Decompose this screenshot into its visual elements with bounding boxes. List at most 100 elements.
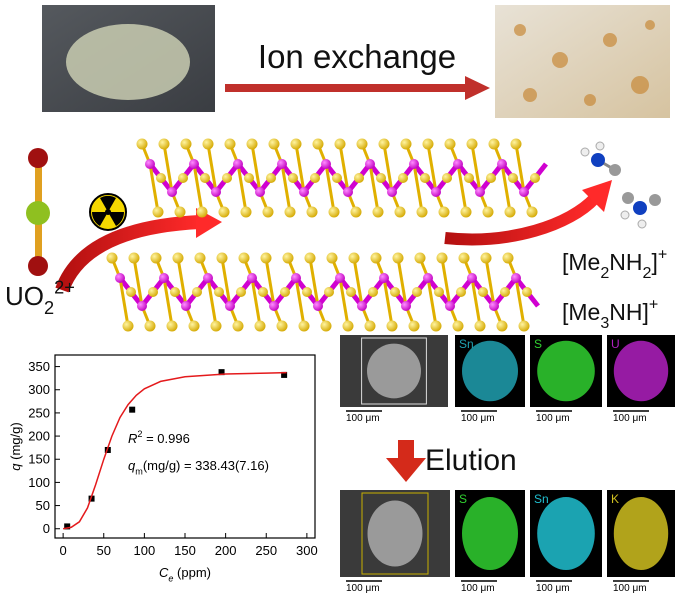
sulfur-atom — [202, 138, 214, 150]
sulfur-atom — [200, 173, 210, 183]
sulfur-atom — [188, 320, 200, 332]
tin-atom — [511, 273, 521, 283]
sulfur-atom — [236, 287, 246, 297]
bond — [440, 257, 452, 307]
tin-atom — [291, 273, 301, 283]
scale-bar-label: 100 μm — [461, 413, 495, 424]
y-tick-label: 300 — [28, 382, 50, 397]
sulfur-atom — [136, 138, 148, 150]
sulfur-atom — [504, 206, 516, 218]
scale-bar-label: 100 μm — [536, 413, 570, 424]
sulfur-atom — [500, 287, 510, 297]
text-segment: 2 — [44, 298, 54, 318]
y-tick-label: 0 — [43, 521, 50, 536]
bond — [500, 163, 512, 213]
sulfur-atom — [370, 252, 382, 264]
tin-atom — [137, 301, 147, 311]
scale-bar-label: 100 μm — [613, 583, 647, 594]
text-segment: R — [128, 431, 137, 446]
sulfur-atom — [348, 252, 360, 264]
sulfur-atom — [452, 320, 464, 332]
tin-atom — [387, 187, 397, 197]
sulfur-atom — [326, 252, 338, 264]
text-segment: m — [135, 467, 143, 477]
bond — [162, 277, 174, 327]
sulfur-atom — [466, 138, 478, 150]
sulfur-atom — [386, 320, 398, 332]
tin-atom — [247, 273, 257, 283]
element-label: S — [534, 337, 542, 351]
sulfur-atom — [260, 252, 272, 264]
bond — [412, 163, 424, 213]
tin-atom — [233, 159, 243, 169]
sulfur-atom — [346, 287, 356, 297]
text-segment: 2 — [643, 264, 652, 282]
sulfur-atom — [268, 138, 280, 150]
sulfur-atom — [312, 138, 324, 150]
process-arrow — [225, 84, 465, 92]
sulfur-atom — [444, 138, 456, 150]
sulfur-atom — [376, 173, 386, 183]
element-label: Sn — [459, 337, 474, 351]
bond — [484, 257, 496, 307]
element-label: S — [459, 492, 467, 506]
tin-atom — [225, 301, 235, 311]
tin-atom — [357, 301, 367, 311]
oxygen-atom — [28, 256, 48, 276]
fit-curve — [62, 371, 287, 530]
bond — [264, 257, 276, 307]
sulfur-atom — [222, 173, 232, 183]
x-tick-label: 0 — [60, 543, 67, 558]
sulfur-atom — [408, 320, 420, 332]
bond — [426, 277, 438, 327]
bond — [308, 257, 320, 307]
sulfur-atom — [174, 206, 186, 218]
tin-atom — [379, 273, 389, 283]
bond — [368, 163, 380, 213]
text-segment: 2 — [137, 429, 142, 439]
tin-atom — [431, 187, 441, 197]
y-tick-label: 250 — [28, 405, 50, 420]
bond — [514, 277, 526, 327]
sulfur-atom — [480, 252, 492, 264]
sulfur-atom — [416, 206, 428, 218]
sulfur-atom — [304, 252, 316, 264]
sulfur-atom — [456, 287, 466, 297]
tin-atom — [203, 273, 213, 283]
sulfur-atom — [508, 173, 518, 183]
sulfur-atom — [422, 138, 434, 150]
sulfur-atom — [148, 287, 158, 297]
y-tick-label: 150 — [28, 452, 50, 467]
sulfur-atom — [216, 252, 228, 264]
sem-frame — [361, 337, 427, 405]
sulfur-atom — [460, 206, 472, 218]
text-segment: ] — [651, 249, 657, 275]
sulfur-atom — [412, 287, 422, 297]
sulfur-atom — [302, 287, 312, 297]
tin-atom — [409, 159, 419, 169]
oxygen-atom — [28, 148, 48, 168]
sulfur-atom — [122, 320, 134, 332]
sulfur-atom — [280, 287, 290, 297]
y-tick-label: 100 — [28, 475, 50, 490]
bond — [338, 143, 350, 193]
tin-atom — [321, 159, 331, 169]
sulfur-atom — [474, 320, 486, 332]
element-signal — [537, 340, 595, 402]
crystal-structure — [106, 138, 548, 332]
bond — [294, 277, 306, 327]
text-segment: UO — [5, 281, 44, 311]
sulfur-atom — [298, 320, 310, 332]
uranium-atom — [26, 201, 50, 225]
tin-atom — [269, 301, 279, 311]
sulfur-atom — [442, 173, 452, 183]
bond — [470, 143, 482, 193]
annotation: qm(mg/g) = 338.43(7.16) — [128, 458, 269, 477]
sulfur-atom — [196, 206, 208, 218]
x-tick-label: 250 — [255, 543, 277, 558]
bond — [132, 257, 144, 307]
text-segment: q — [128, 458, 136, 473]
sulfur-atom — [152, 206, 164, 218]
tin-atom — [453, 159, 463, 169]
